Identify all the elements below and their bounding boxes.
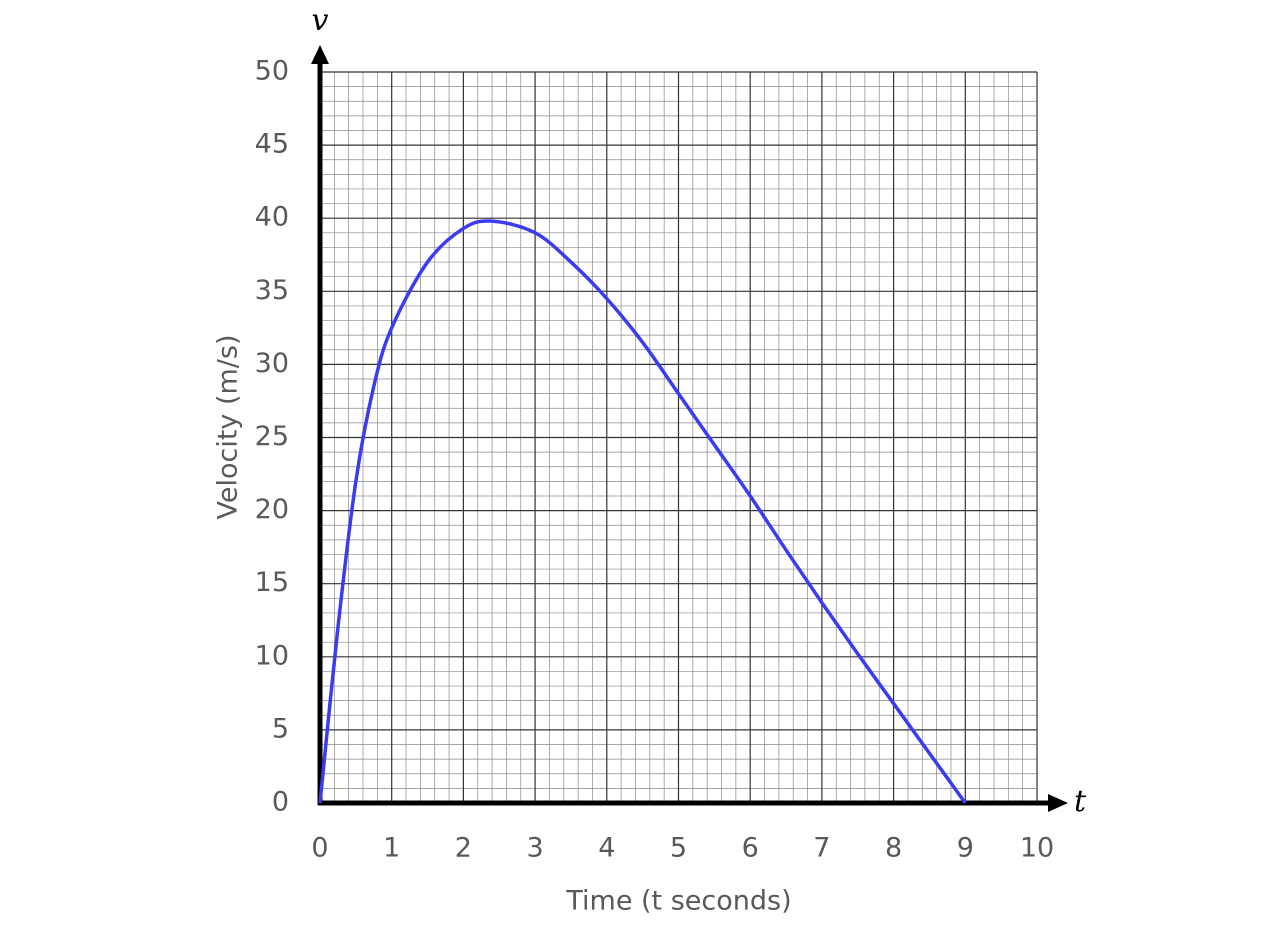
x-tick-label: 6: [742, 833, 759, 864]
x-axis-label: Time (t seconds): [565, 886, 791, 917]
y-tick-label: 30: [255, 348, 289, 379]
y-axis-symbol: v: [312, 3, 329, 38]
y-tick-label: 35: [255, 275, 289, 306]
grid: [319, 71, 1038, 804]
y-tick-label: 45: [255, 129, 289, 160]
y-tick-label: 50: [255, 56, 289, 87]
y-tick-label: 5: [272, 713, 289, 744]
x-axis-arrow: [1048, 794, 1068, 812]
x-tick-label: 8: [885, 833, 902, 864]
y-axis-label: Velocity (m/s): [213, 334, 244, 519]
y-tick-label: 25: [255, 421, 289, 452]
x-tick-label: 10: [1020, 833, 1054, 864]
x-tick-label: 5: [670, 833, 687, 864]
x-tick-label: 7: [813, 833, 830, 864]
x-tick-label: 0: [311, 833, 328, 864]
line: [318, 219, 967, 805]
y-tick-label: 10: [255, 640, 289, 671]
y-tick-label: 20: [255, 494, 289, 525]
y-tick-label: 0: [272, 787, 289, 818]
x-tick-label: 4: [598, 833, 615, 864]
x-tick-label: 3: [527, 833, 544, 864]
x-tick-label: 9: [957, 833, 974, 864]
y-tick-label: 40: [255, 202, 289, 233]
x-axis-symbol: t: [1074, 784, 1087, 819]
x-tick-label: 1: [383, 833, 400, 864]
x-tick-label: 2: [455, 833, 472, 864]
y-axis-arrow: [311, 45, 329, 64]
y-tick-label: 15: [255, 567, 289, 598]
